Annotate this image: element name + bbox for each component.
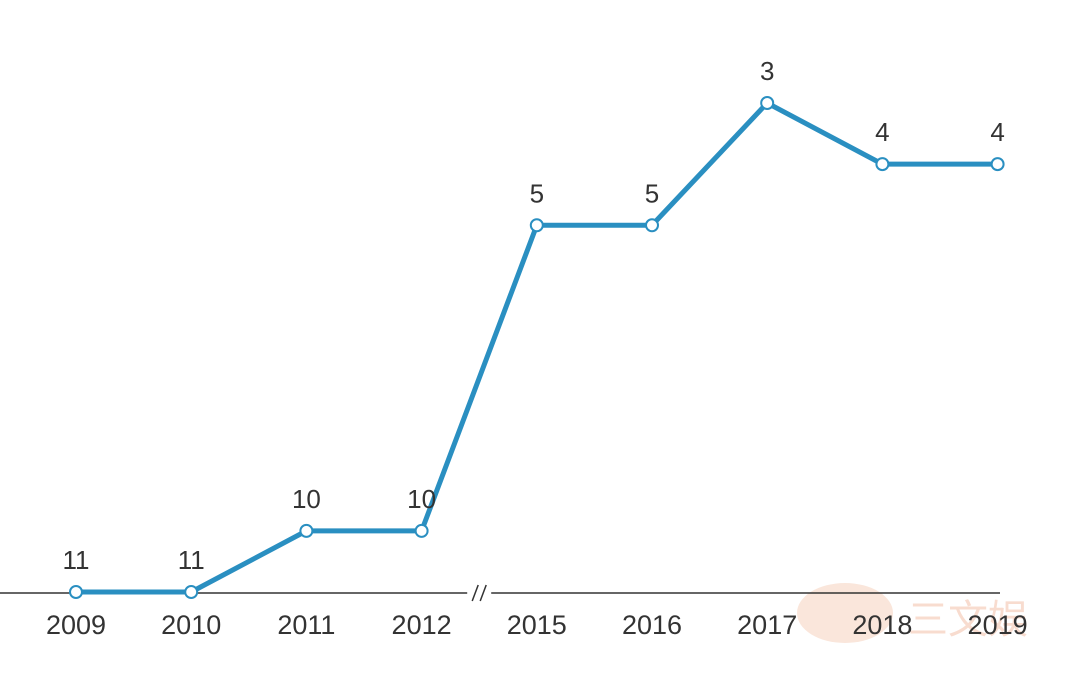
data-label: 11 [178,545,205,575]
series-line-layer [73,100,1001,595]
x-tick-label: 2015 [507,610,567,640]
x-tick-label: 2012 [392,610,452,640]
data-point [529,218,544,233]
data-label: 5 [645,178,659,208]
series-line-segment [764,100,885,167]
data-point [760,96,775,110]
x-tick-labels: 2009 2010 2011 2012 2015 2016 2017 2018 2019 [46,610,1028,640]
x-tick-label: 2016 [622,610,682,640]
data-label: 4 [875,117,889,147]
data-label: 4 [990,117,1004,147]
x-tick-label: 2017 [737,610,797,640]
data-point [299,523,314,538]
x-tick-label: 2018 [852,610,912,640]
data-label: 11 [63,545,90,575]
x-tick-label: 2010 [161,610,221,640]
series-line-segment [188,528,309,595]
data-point [875,157,890,172]
data-point [69,585,83,599]
data-point [645,218,659,233]
axis-break-mark [479,584,487,602]
axis-break-mark [471,584,479,602]
watermark: 三文娱 [797,583,1028,643]
data-point [414,523,429,538]
data-point [184,585,199,599]
data-label: 3 [760,56,774,86]
watermark-logo-icon [797,583,893,643]
series-line-segment [649,100,770,228]
data-points [69,96,1005,599]
x-tick-label: 2009 [46,610,106,640]
x-tick-label: 2019 [968,610,1028,640]
data-label: 5 [530,178,544,208]
data-point [990,157,1005,172]
data-label: 10 [292,484,321,514]
x-tick-label: 2011 [277,610,335,640]
series-line-segment [419,222,540,534]
data-labels: 11 11 10 10 5 5 3 4 4 [63,56,1005,575]
data-label: 10 [407,484,436,514]
watermark-text: 三文娱 [908,598,1028,642]
